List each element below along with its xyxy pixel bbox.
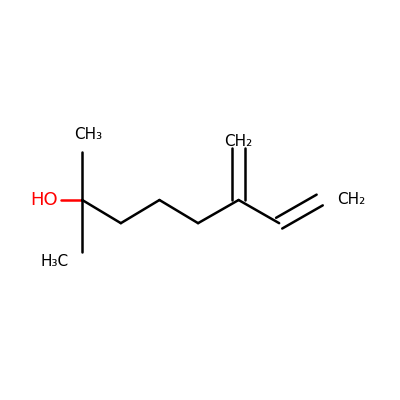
Text: CH₂: CH₂ — [337, 192, 365, 208]
Text: HO: HO — [30, 191, 58, 209]
Text: CH₂: CH₂ — [224, 134, 253, 149]
Text: H₃C: H₃C — [40, 254, 69, 269]
Text: CH₃: CH₃ — [74, 127, 102, 142]
